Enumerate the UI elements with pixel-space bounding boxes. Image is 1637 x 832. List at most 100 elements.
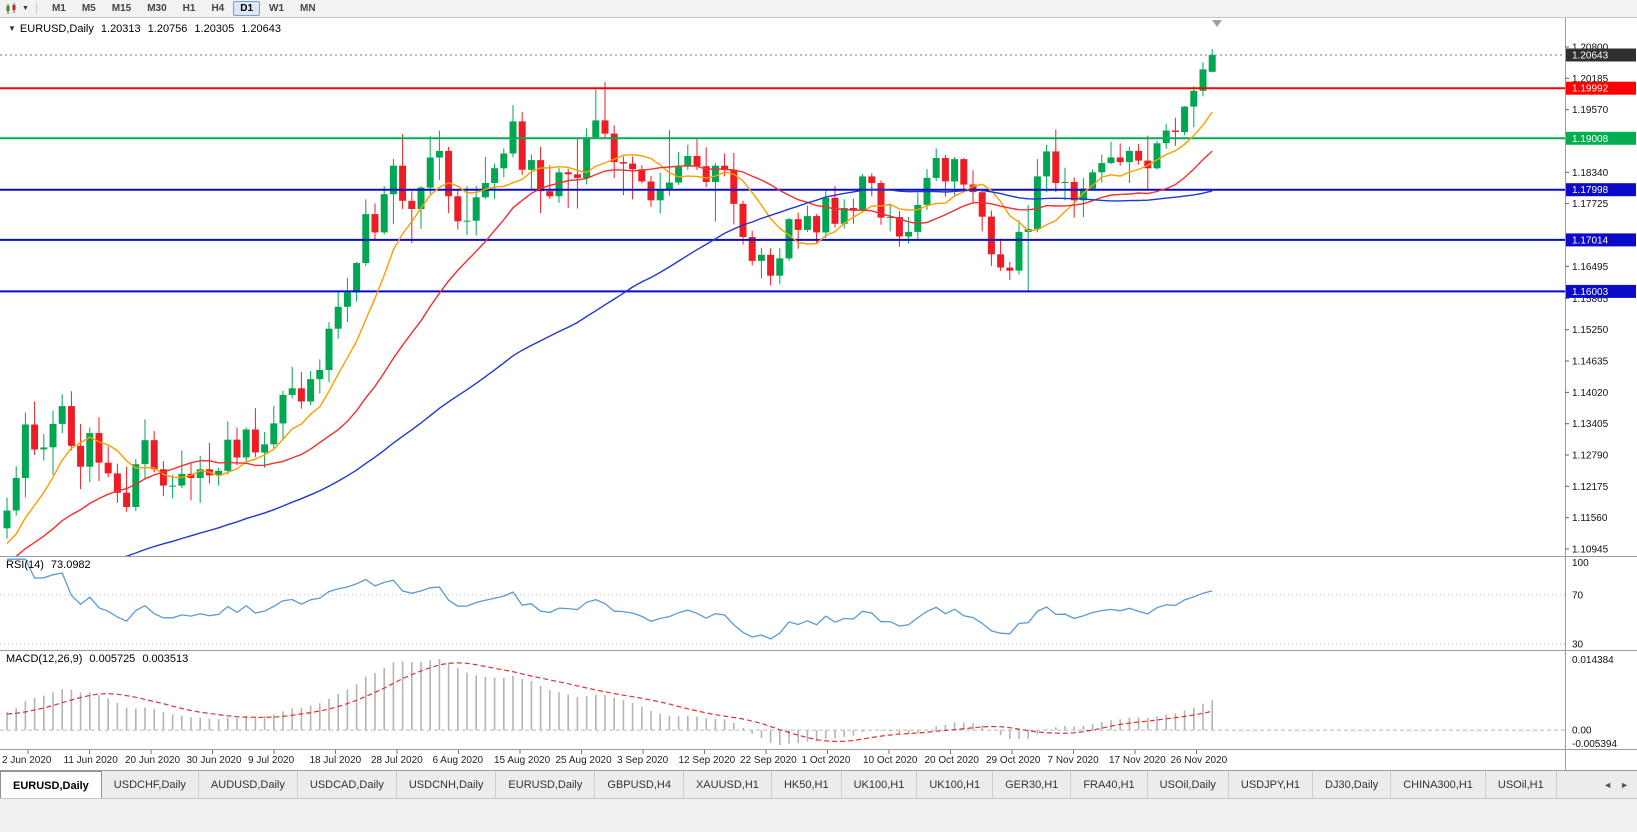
chart-tab-usoil-daily[interactable]: USOil,Daily (1147, 771, 1229, 799)
rsi-indicator-header: RSI(14) 73.0982 (6, 559, 91, 571)
ohlc-low: 1.20305 (194, 23, 235, 35)
svg-text:1.15865: 1.15865 (1572, 294, 1609, 305)
svg-text:1.20800: 1.20800 (1572, 43, 1609, 54)
date-label: 3 Sep 2020 (617, 755, 669, 766)
chart-canvas[interactable]: 1.20800 1.20185 1.19570 1.18340 1.17725 1.164… (0, 17, 1637, 770)
date-label: 20 Oct 2020 (925, 755, 980, 766)
chart-shift-marker-icon[interactable] (1212, 20, 1222, 27)
date-label: 18 Jul 2020 (310, 755, 362, 766)
chart-tab-usdcnh-daily[interactable]: USDCNH,Daily (396, 771, 497, 799)
date-label: 10 Oct 2020 (863, 755, 918, 766)
ohlc-high: 1.20756 (147, 23, 188, 35)
moving-average-8 (6, 111, 1213, 545)
svg-text:1.10945: 1.10945 (1572, 545, 1609, 556)
date-label: 22 Sep 2020 (740, 755, 797, 766)
chart-tab-eurusd-daily[interactable]: EURUSD,Daily (496, 771, 596, 799)
chart-window[interactable]: 1.20800 1.20185 1.19570 1.18340 1.17725 1.164… (0, 17, 1637, 770)
ohlc-open: 1.20313 (100, 23, 141, 35)
timeframe-m30[interactable]: M30 (147, 3, 167, 14)
chart-tab-usdcad-daily[interactable]: USDCAD,Daily (297, 771, 397, 799)
svg-text:1.14020: 1.14020 (1572, 388, 1609, 399)
date-label: 6 Aug 2020 (433, 755, 484, 766)
timeframe-m15[interactable]: M15 (111, 3, 132, 14)
ohlc-close: 1.20643 (241, 23, 281, 35)
date-label: 9 Jul 2020 (248, 755, 295, 766)
svg-text:1.12790: 1.12790 (1572, 451, 1609, 462)
svg-text:1.20185: 1.20185 (1572, 74, 1609, 85)
tabs-list: EURUSD,Daily USDCHF,Daily AUDUSD,Daily USDC… (0, 771, 1557, 799)
svg-text:1.12175: 1.12175 (1572, 482, 1609, 493)
tabs-scroll-left-icon[interactable]: ◄ (1603, 780, 1613, 790)
chart-tab-eurusd-daily[interactable]: EURUSD,Daily (0, 771, 102, 799)
svg-text:1.19570: 1.19570 (1572, 105, 1609, 116)
timeframe-d1[interactable]: D1 (233, 1, 261, 16)
price-scale[interactable]: 1.20800 1.20185 1.19570 1.18340 1.17725 1.164… (1565, 43, 1636, 556)
chart-tab-ger30-h1[interactable]: GER30,H1 (993, 771, 1072, 799)
price-badge (1566, 131, 1636, 145)
timeframe-h4[interactable]: H4 (211, 3, 225, 14)
rsi-scale-label: 100 (1572, 558, 1589, 569)
chart-tab-usdjpy-h1[interactable]: USDJPY,H1 (1228, 771, 1314, 799)
date-label: 11 Jun 2020 (64, 755, 119, 766)
rsi-scale-label: 30 (1572, 639, 1584, 650)
price-badge (1566, 183, 1636, 197)
moving-average-55 (124, 188, 1213, 556)
rsi-scale-label: 70 (1572, 590, 1584, 601)
date-label: 20 Jun 2020 (125, 755, 180, 766)
macd-scale-zero: 0.00 (1572, 726, 1592, 737)
timeframe-w1[interactable]: W1 (269, 3, 285, 14)
date-label: 17 Nov 2020 (1109, 755, 1166, 766)
collapse-icon[interactable]: ▼ (8, 24, 16, 33)
svg-text:1.13405: 1.13405 (1572, 419, 1609, 430)
timeframe-mn[interactable]: MN (300, 3, 316, 14)
svg-text:1.17725: 1.17725 (1572, 199, 1609, 210)
macd-indicator-header: MACD(12,26,9) 0.005725 0.003513 (6, 653, 188, 665)
timeframe-m5[interactable]: M5 (81, 3, 96, 14)
date-label: 15 Aug 2020 (494, 755, 551, 766)
timeframe-buttons: M1 M5 M15 M30 H1 H4 D1 W1 MN (40, 0, 328, 17)
date-label: 29 Oct 2020 (986, 755, 1041, 766)
date-label: 2 Jun 2020 (2, 755, 52, 766)
price-badge (1566, 48, 1636, 62)
chart-tab-uk100-h1[interactable]: UK100,H1 (841, 771, 918, 799)
rsi-layer (7, 558, 1213, 640)
chart-type-control[interactable]: ▼ (0, 0, 33, 17)
macd-scale-bottom: -0.005394 (1572, 739, 1617, 750)
svg-text:1.16003: 1.16003 (1572, 287, 1609, 298)
chart-tab-uk100-h1[interactable]: UK100,H1 (917, 771, 994, 799)
status-bar (0, 798, 1637, 832)
chart-tab-gbpusd-h4[interactable]: GBPUSD,H4 (595, 771, 684, 799)
tabs-scroll-right-icon[interactable]: ► (1620, 780, 1629, 790)
price-badge (1566, 284, 1636, 298)
chart-tabs-bar: EURUSD,Daily USDCHF,Daily AUDUSD,Daily USDC… (0, 770, 1637, 799)
chart-type-dropdown-caret-icon[interactable]: ▼ (22, 5, 29, 12)
date-label: 12 Sep 2020 (679, 755, 736, 766)
macd-main-value: 0.005725 (89, 653, 136, 665)
chart-tab-usdchf-daily[interactable]: USDCHF,Daily (101, 771, 199, 799)
svg-text:1.17998: 1.17998 (1572, 185, 1609, 196)
chart-tab-china300-h1[interactable]: CHINA300,H1 (1391, 771, 1486, 799)
time-scale[interactable]: 2 Jun 2020 11 Jun 2020 20 Jun 2020 30 Jun 2… (2, 750, 1228, 766)
chart-tab-xauusd-h1[interactable]: XAUUSD,H1 (683, 771, 772, 799)
timeframe-h1[interactable]: H1 (182, 3, 196, 14)
price-badge (1566, 233, 1636, 247)
main-chart-layer (0, 49, 1565, 556)
rsi-line (7, 558, 1213, 640)
candlestick-chart-icon (6, 2, 16, 14)
chart-tab-hk50-h1[interactable]: HK50,H1 (771, 771, 842, 799)
chart-tab-fra40-h1[interactable]: FRA40,H1 (1071, 771, 1148, 799)
macd-scale-top: 0.014384 (1572, 655, 1614, 666)
chart-tab-dj30-daily[interactable]: DJ30,Daily (1313, 771, 1392, 799)
timeframe-m1[interactable]: M1 (51, 3, 66, 14)
chart-tab-audusd-daily[interactable]: AUDUSD,Daily (198, 771, 298, 799)
chart-symbol: EURUSD,Daily (19, 23, 94, 35)
chart-tab-usoil-h1[interactable]: USOil,H1 (1485, 771, 1557, 799)
svg-text:1.14635: 1.14635 (1572, 357, 1609, 368)
chart-ohlc-header: ▼ EURUSD,Daily 1.20313 1.20756 1.20305 1.2064… (8, 23, 281, 35)
moving-average-21 (15, 150, 1213, 556)
rsi-value: 73.0982 (50, 559, 91, 571)
toolbar-separator (35, 3, 37, 14)
svg-text:1.16495: 1.16495 (1572, 262, 1609, 273)
rsi-name: RSI(14) (6, 559, 44, 571)
